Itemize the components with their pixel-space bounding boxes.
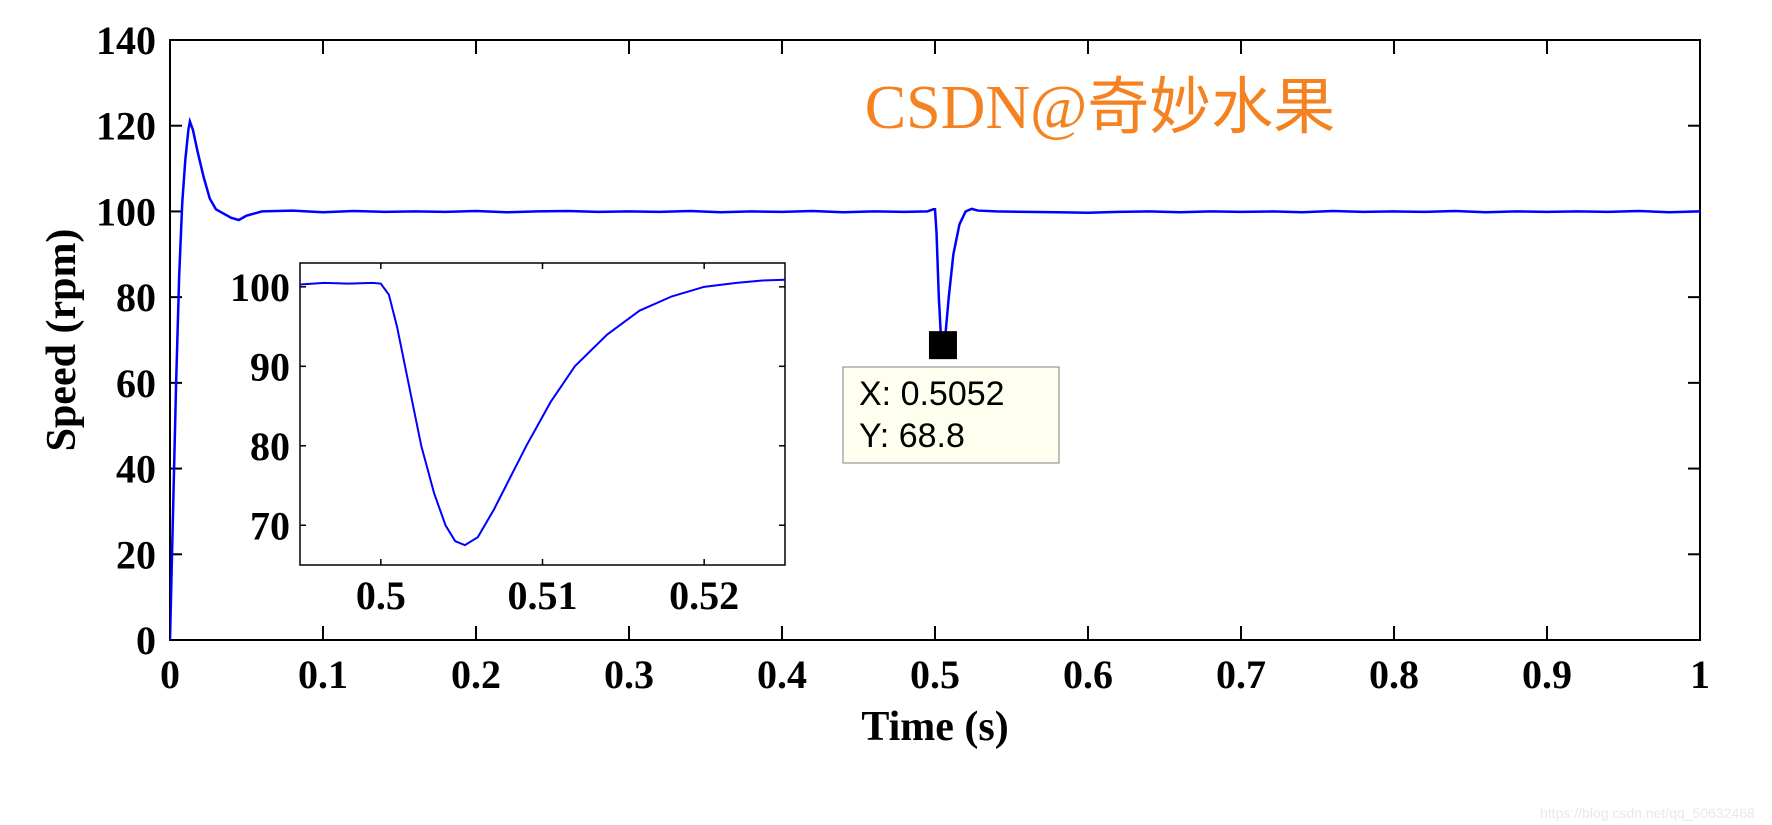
main-xtick-label: 0 [160, 652, 180, 697]
main-xtick-label: 0.5 [910, 652, 960, 697]
inset-ytick-label: 70 [250, 503, 290, 548]
x-axis-label: Time (s) [861, 704, 1008, 750]
main-xtick-label: 0.4 [757, 652, 807, 697]
data-cursor-x-text: X: 0.5052 [859, 375, 1005, 413]
source-url-faint: https://blog.csdn.net/qq_50632468 [1540, 805, 1755, 821]
data-cursor-y-text: Y: 68.8 [859, 417, 965, 455]
main-ytick-label: 140 [96, 18, 156, 63]
main-ytick-label: 120 [96, 104, 156, 149]
main-xtick-label: 1 [1690, 652, 1710, 697]
main-xtick-label: 0.2 [451, 652, 501, 697]
inset-xtick-label: 0.52 [669, 573, 739, 618]
inset-xtick-label: 0.51 [508, 573, 578, 618]
main-ytick-label: 0 [136, 618, 156, 663]
inset-ytick-label: 100 [230, 265, 290, 310]
main-ytick-label: 40 [116, 447, 156, 492]
main-ytick-label: 80 [116, 275, 156, 320]
chart-svg: 0 0.1 0.2 0.3 0.4 0.5 0.6 0.7 0.8 0.9 1 0 20 40 60 80 10… [0, 0, 1772, 825]
main-xtick-label: 0.6 [1063, 652, 1113, 697]
main-ytick-label: 100 [96, 189, 156, 234]
data-cursor-marker[interactable] [929, 331, 957, 359]
main-ytick-label: 60 [116, 361, 156, 406]
inset-ytick-label: 80 [250, 424, 290, 469]
inset-plot-box [300, 263, 785, 565]
chart-root: 0 0.1 0.2 0.3 0.4 0.5 0.6 0.7 0.8 0.9 1 0 20 40 60 80 10… [0, 0, 1772, 825]
main-xtick-label: 0.9 [1522, 652, 1572, 697]
main-xtick-label: 0.8 [1369, 652, 1419, 697]
inset-xtick-label: 0.5 [356, 573, 406, 618]
inset-ytick-label: 90 [250, 344, 290, 389]
main-ytick-label: 20 [116, 532, 156, 577]
main-xtick-label: 0.7 [1216, 652, 1266, 697]
watermark-text: CSDN@奇妙水果 [865, 74, 1335, 142]
y-axis-label: Speed (rpm) [39, 229, 85, 452]
main-xtick-label: 0.3 [604, 652, 654, 697]
main-xtick-label: 0.1 [298, 652, 348, 697]
